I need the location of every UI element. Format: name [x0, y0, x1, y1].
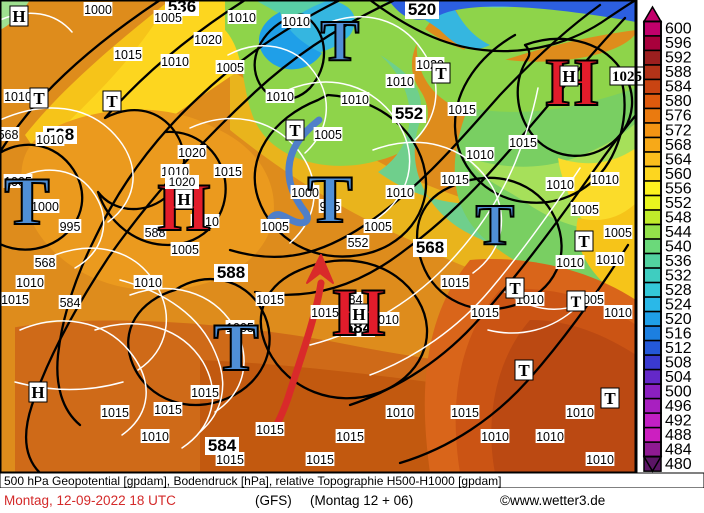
svg-text:1005: 1005: [216, 61, 244, 75]
svg-text:1015: 1015: [191, 386, 219, 400]
svg-text:1020: 1020: [178, 146, 206, 160]
svg-text:1010: 1010: [556, 256, 584, 270]
svg-text:Montag, 12-09-2022 18 UTC: Montag, 12-09-2022 18 UTC: [4, 493, 176, 508]
svg-text:T: T: [4, 163, 49, 239]
svg-text:1020: 1020: [194, 33, 222, 47]
svg-text:588: 588: [217, 263, 245, 282]
svg-text:1010: 1010: [16, 276, 44, 290]
svg-text:1010: 1010: [386, 186, 414, 200]
svg-text:1015: 1015: [154, 403, 182, 417]
svg-text:T: T: [571, 294, 582, 311]
svg-text:552: 552: [395, 104, 423, 123]
svg-text:1015: 1015: [114, 48, 142, 62]
svg-text:520: 520: [408, 0, 436, 19]
svg-text:1010: 1010: [586, 453, 614, 467]
svg-text:1010: 1010: [141, 430, 169, 444]
svg-text:1005: 1005: [154, 11, 182, 25]
svg-text:1005: 1005: [261, 220, 289, 234]
svg-text:1010: 1010: [4, 90, 32, 104]
svg-text:1010: 1010: [536, 430, 564, 444]
svg-text:500 hPa Geopotential [gpdam],: 500 hPa Geopotential [gpdam], Bodendruck…: [4, 474, 501, 488]
svg-text:1005: 1005: [314, 128, 342, 142]
svg-text:(Montag 12 + 06): (Montag 12 + 06): [310, 493, 413, 508]
svg-text:1010: 1010: [546, 178, 574, 192]
svg-text:1010: 1010: [386, 406, 414, 420]
svg-text:T: T: [289, 121, 301, 140]
svg-text:T: T: [476, 192, 515, 257]
svg-text:1015: 1015: [509, 136, 537, 150]
svg-text:552: 552: [348, 236, 369, 250]
svg-text:1015: 1015: [1, 293, 29, 307]
svg-text:1015: 1015: [448, 103, 476, 117]
svg-text:1015: 1015: [256, 293, 284, 307]
svg-text:1015: 1015: [471, 306, 499, 320]
svg-text:T: T: [509, 279, 521, 298]
svg-text:H: H: [177, 190, 190, 209]
svg-text:1010: 1010: [466, 148, 494, 162]
svg-text:568: 568: [416, 238, 444, 257]
svg-text:T: T: [321, 8, 360, 73]
svg-text:1005: 1005: [604, 226, 632, 240]
svg-text:1010: 1010: [228, 11, 256, 25]
svg-text:1010: 1010: [591, 173, 619, 187]
svg-text:1010: 1010: [604, 306, 632, 320]
svg-text:T: T: [435, 64, 447, 83]
svg-text:1005: 1005: [571, 203, 599, 217]
svg-text:584: 584: [60, 296, 81, 310]
svg-text:T: T: [578, 232, 590, 251]
svg-text:1015: 1015: [256, 423, 284, 437]
svg-text:1010: 1010: [481, 430, 509, 444]
svg-text:T: T: [518, 361, 530, 380]
svg-text:1015: 1015: [214, 165, 242, 179]
svg-text:1010: 1010: [596, 253, 624, 267]
svg-text:568: 568: [0, 128, 18, 142]
svg-text:1005: 1005: [171, 243, 199, 257]
svg-text:1015: 1015: [441, 173, 469, 187]
svg-text:(GFS): (GFS): [255, 493, 292, 508]
svg-text:T: T: [33, 89, 45, 108]
svg-text:1000: 1000: [84, 3, 112, 17]
svg-text:©www.wetter3.de: ©www.wetter3.de: [500, 493, 605, 508]
svg-text:1010: 1010: [282, 15, 310, 29]
svg-text:H: H: [562, 67, 575, 86]
svg-text:1020: 1020: [169, 175, 196, 189]
svg-text:1005: 1005: [364, 220, 392, 234]
svg-text:H: H: [31, 383, 44, 402]
svg-text:1010: 1010: [161, 55, 189, 69]
svg-text:T: T: [604, 389, 616, 408]
svg-text:568: 568: [35, 256, 56, 270]
svg-text:1015: 1015: [336, 430, 364, 444]
svg-text:1010: 1010: [566, 406, 594, 420]
svg-text:1015: 1015: [101, 406, 129, 420]
svg-text:1010: 1010: [341, 93, 369, 107]
svg-text:995: 995: [60, 220, 81, 234]
svg-text:1010: 1010: [266, 90, 294, 104]
svg-text:1015: 1015: [306, 453, 334, 467]
svg-text:T: T: [213, 309, 258, 385]
svg-text:1010: 1010: [134, 276, 162, 290]
svg-text:1015: 1015: [451, 406, 479, 420]
svg-text:H: H: [12, 7, 25, 26]
svg-text:T: T: [307, 161, 352, 237]
svg-text:480: 480: [665, 456, 692, 473]
svg-text:1015: 1015: [216, 453, 244, 467]
svg-text:1010: 1010: [36, 133, 64, 147]
svg-text:T: T: [106, 92, 118, 111]
svg-text:H: H: [352, 305, 365, 324]
svg-text:1015: 1015: [441, 276, 469, 290]
svg-text:1010: 1010: [386, 75, 414, 89]
